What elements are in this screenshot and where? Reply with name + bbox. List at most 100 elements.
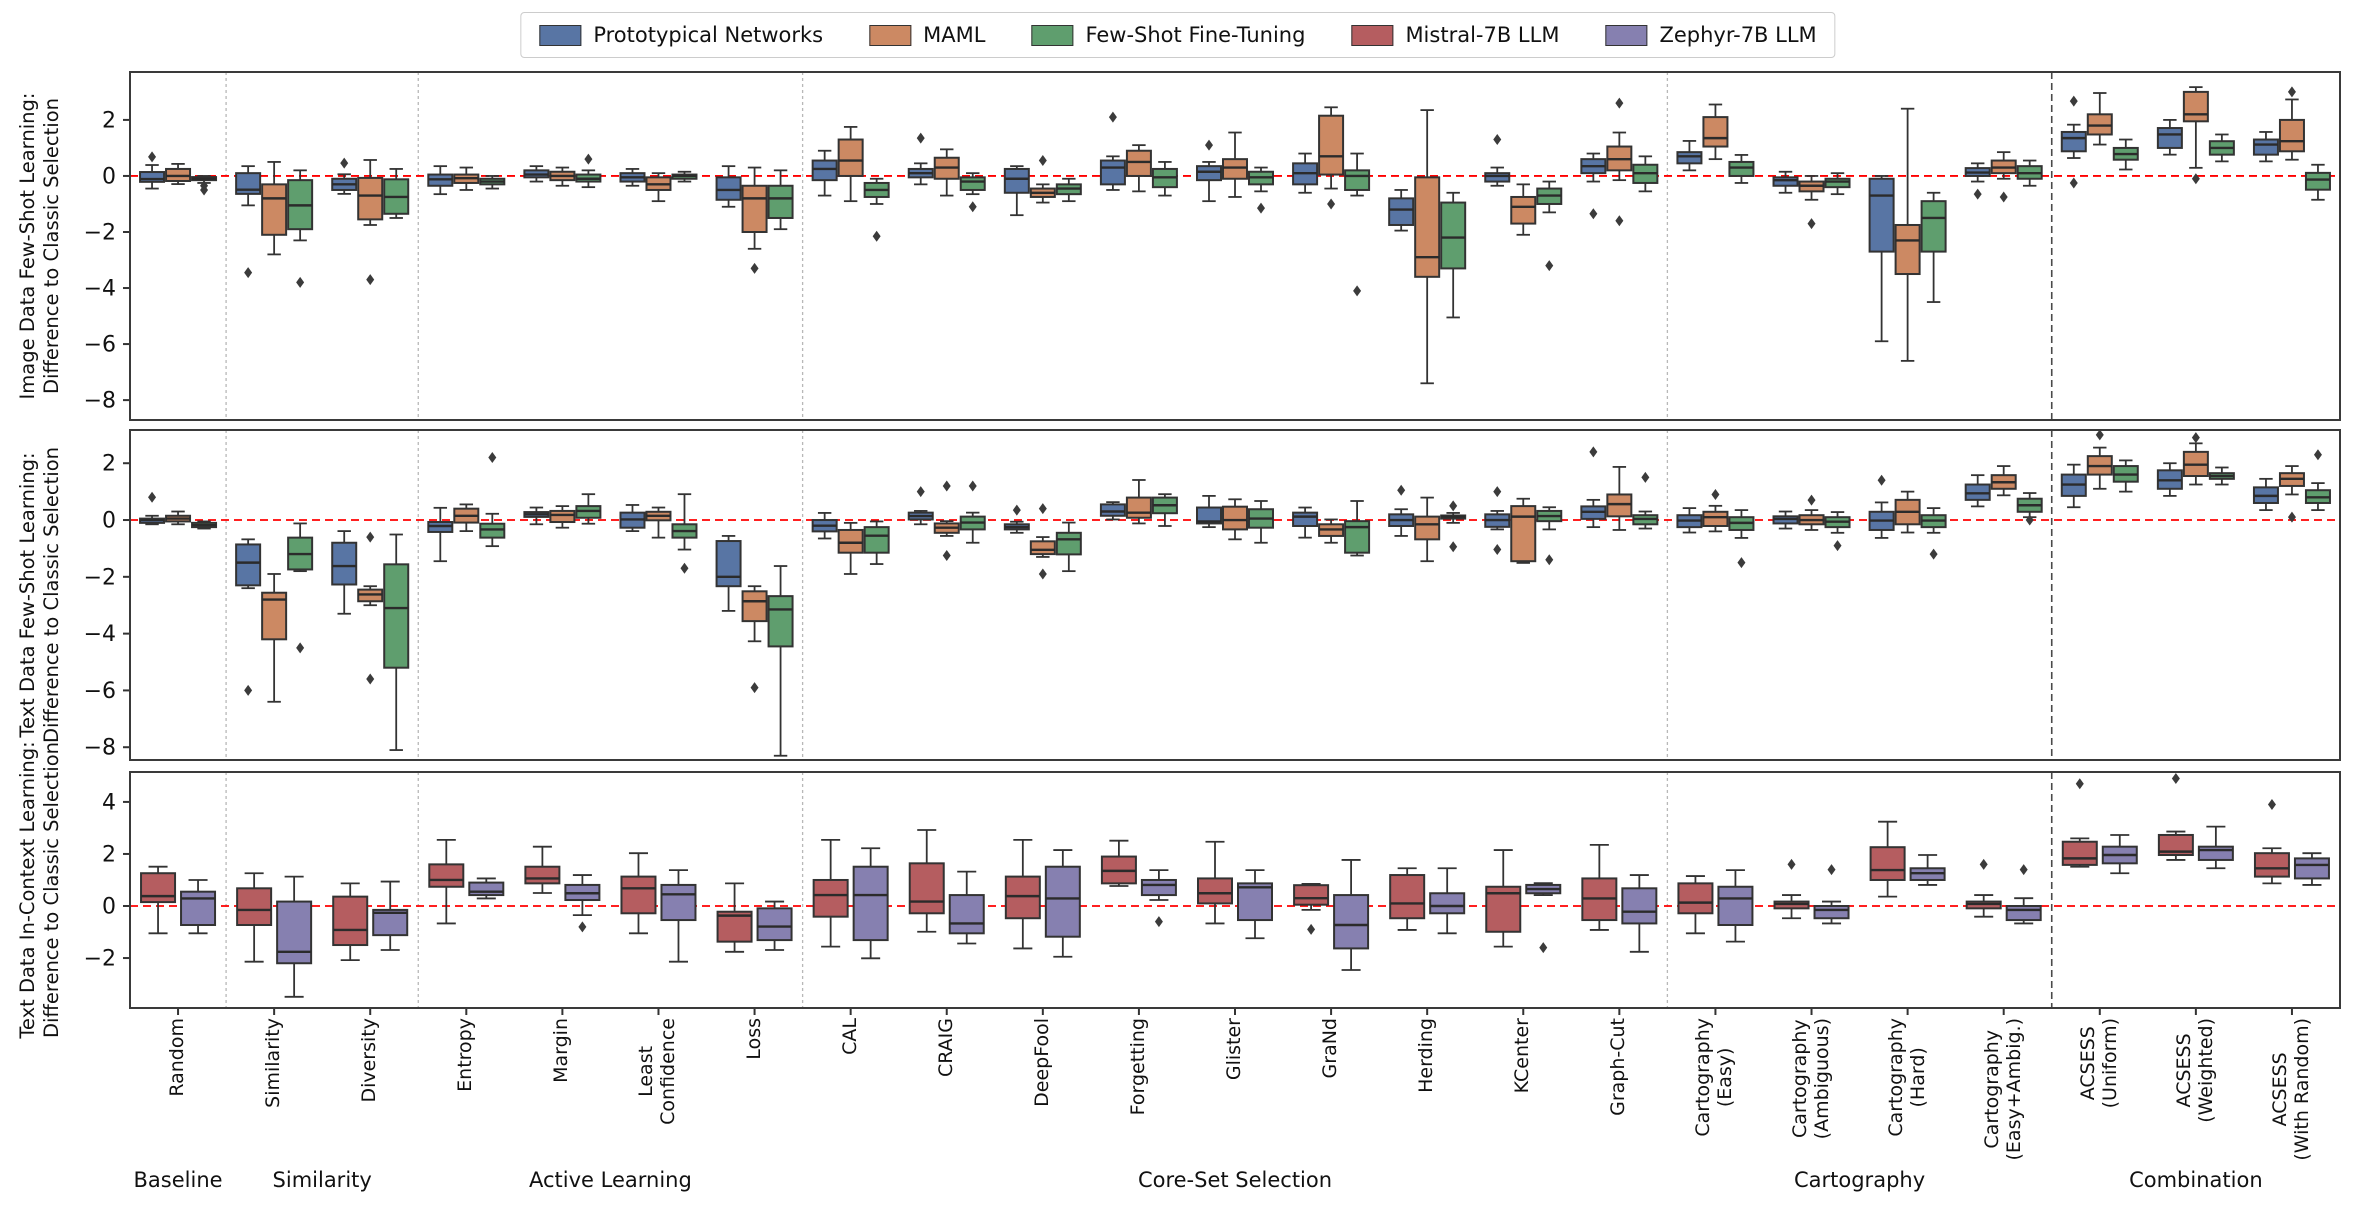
box xyxy=(1717,885,1754,926)
box xyxy=(1869,846,1906,881)
series-maml xyxy=(165,86,2305,385)
y-tick-label: −4 xyxy=(84,277,116,302)
outlier-marker xyxy=(1205,139,1213,151)
group-label-core-set-selection: Core-Set Selection xyxy=(1137,1168,1333,1192)
box xyxy=(1772,176,1799,187)
box xyxy=(837,138,864,177)
outlier-marker xyxy=(1038,155,1047,167)
y-tick-label: 0 xyxy=(102,164,116,189)
outlier-marker xyxy=(2075,778,2084,790)
outlier-marker xyxy=(340,157,349,169)
outlier-marker xyxy=(2025,514,2034,526)
box xyxy=(1196,165,1222,182)
outlier-marker xyxy=(2267,799,2276,811)
box xyxy=(2005,905,2042,922)
series-few-shot-fine-tuning xyxy=(191,133,2331,319)
outlier-marker xyxy=(2069,177,2078,189)
box xyxy=(1389,874,1426,920)
outlier-marker xyxy=(584,153,593,165)
y-tick-label: 2 xyxy=(102,108,116,133)
outlier-marker xyxy=(750,262,759,274)
box xyxy=(1702,116,1729,148)
box xyxy=(1333,894,1370,950)
box xyxy=(1676,151,1703,165)
outlier-marker xyxy=(366,274,375,286)
box xyxy=(948,894,985,935)
legend-item-2: MAML xyxy=(869,23,985,47)
outlier-marker xyxy=(2069,95,2078,107)
series-maml xyxy=(165,429,2305,703)
series-prototypical-networks xyxy=(139,446,2279,696)
outlier-marker xyxy=(1545,260,1554,272)
group-label-similarity: Similarity xyxy=(272,1168,372,1192)
y-tick-label: −8 xyxy=(84,736,116,761)
box xyxy=(235,543,262,587)
y-tick-label: 2 xyxy=(102,452,116,477)
outlier-marker xyxy=(296,642,305,654)
box xyxy=(549,509,576,524)
box xyxy=(812,878,849,918)
box xyxy=(372,908,409,937)
legend: Prototypical Networks MAML Few-Shot Fine-T… xyxy=(520,12,1836,58)
panel-frame xyxy=(129,71,2341,421)
legend-swatch xyxy=(869,24,912,46)
box xyxy=(715,176,742,201)
outlier-marker xyxy=(1641,471,1650,483)
outlier-marker xyxy=(2019,864,2028,876)
outlier-marker xyxy=(1307,923,1316,935)
outlier-marker xyxy=(1589,208,1598,220)
box xyxy=(1029,540,1056,556)
box xyxy=(1222,158,1248,180)
box xyxy=(1125,496,1152,519)
outlier-marker xyxy=(1827,864,1836,876)
outlier-marker xyxy=(2095,429,2104,441)
group-label-baseline: Baseline xyxy=(133,1168,223,1192)
legend-label: Few-Shot Fine-Tuning xyxy=(1085,23,1306,47)
box xyxy=(1510,505,1537,563)
box xyxy=(2197,845,2234,861)
series-few-shot-fine-tuning xyxy=(191,449,2331,757)
outlier-marker xyxy=(1929,548,1938,560)
outlier-marker xyxy=(578,921,587,933)
outlier-marker xyxy=(366,673,375,685)
outlier-marker xyxy=(1615,215,1624,227)
group-label-active-learning: Active Learning xyxy=(529,1168,692,1192)
y-tick-label: 0 xyxy=(102,509,116,534)
outlier-marker xyxy=(942,480,951,492)
y-tick-label: 4 xyxy=(102,790,116,815)
outlier-marker xyxy=(1038,503,1047,515)
box xyxy=(2304,171,2331,191)
box xyxy=(852,865,889,942)
outlier-marker xyxy=(968,480,977,492)
outlier-marker xyxy=(1038,568,1047,580)
box xyxy=(479,522,506,539)
box xyxy=(1868,177,1895,253)
outlier-marker xyxy=(2287,511,2296,523)
box xyxy=(1728,160,1755,177)
box xyxy=(2182,90,2209,123)
box xyxy=(908,862,945,915)
series-mistral-7b-llm xyxy=(140,773,2290,963)
box xyxy=(140,872,177,904)
box xyxy=(1702,510,1729,527)
box xyxy=(1344,169,1371,191)
outlier-marker xyxy=(1999,191,2008,203)
legend-label: Prototypical Networks xyxy=(593,23,824,47)
box xyxy=(261,183,288,236)
box xyxy=(383,563,410,669)
box xyxy=(2253,852,2290,878)
box xyxy=(1292,511,1319,527)
outlier-marker xyxy=(1589,446,1598,458)
box xyxy=(2252,138,2279,156)
box xyxy=(1621,887,1658,925)
outlier-marker xyxy=(1449,541,1458,553)
box xyxy=(1196,506,1222,525)
outlier-marker xyxy=(1449,500,1458,512)
box xyxy=(1099,503,1126,517)
box xyxy=(1055,531,1082,556)
box xyxy=(2157,833,2194,857)
box xyxy=(468,881,505,897)
outlier-marker xyxy=(1257,202,1265,214)
box xyxy=(1003,167,1030,194)
